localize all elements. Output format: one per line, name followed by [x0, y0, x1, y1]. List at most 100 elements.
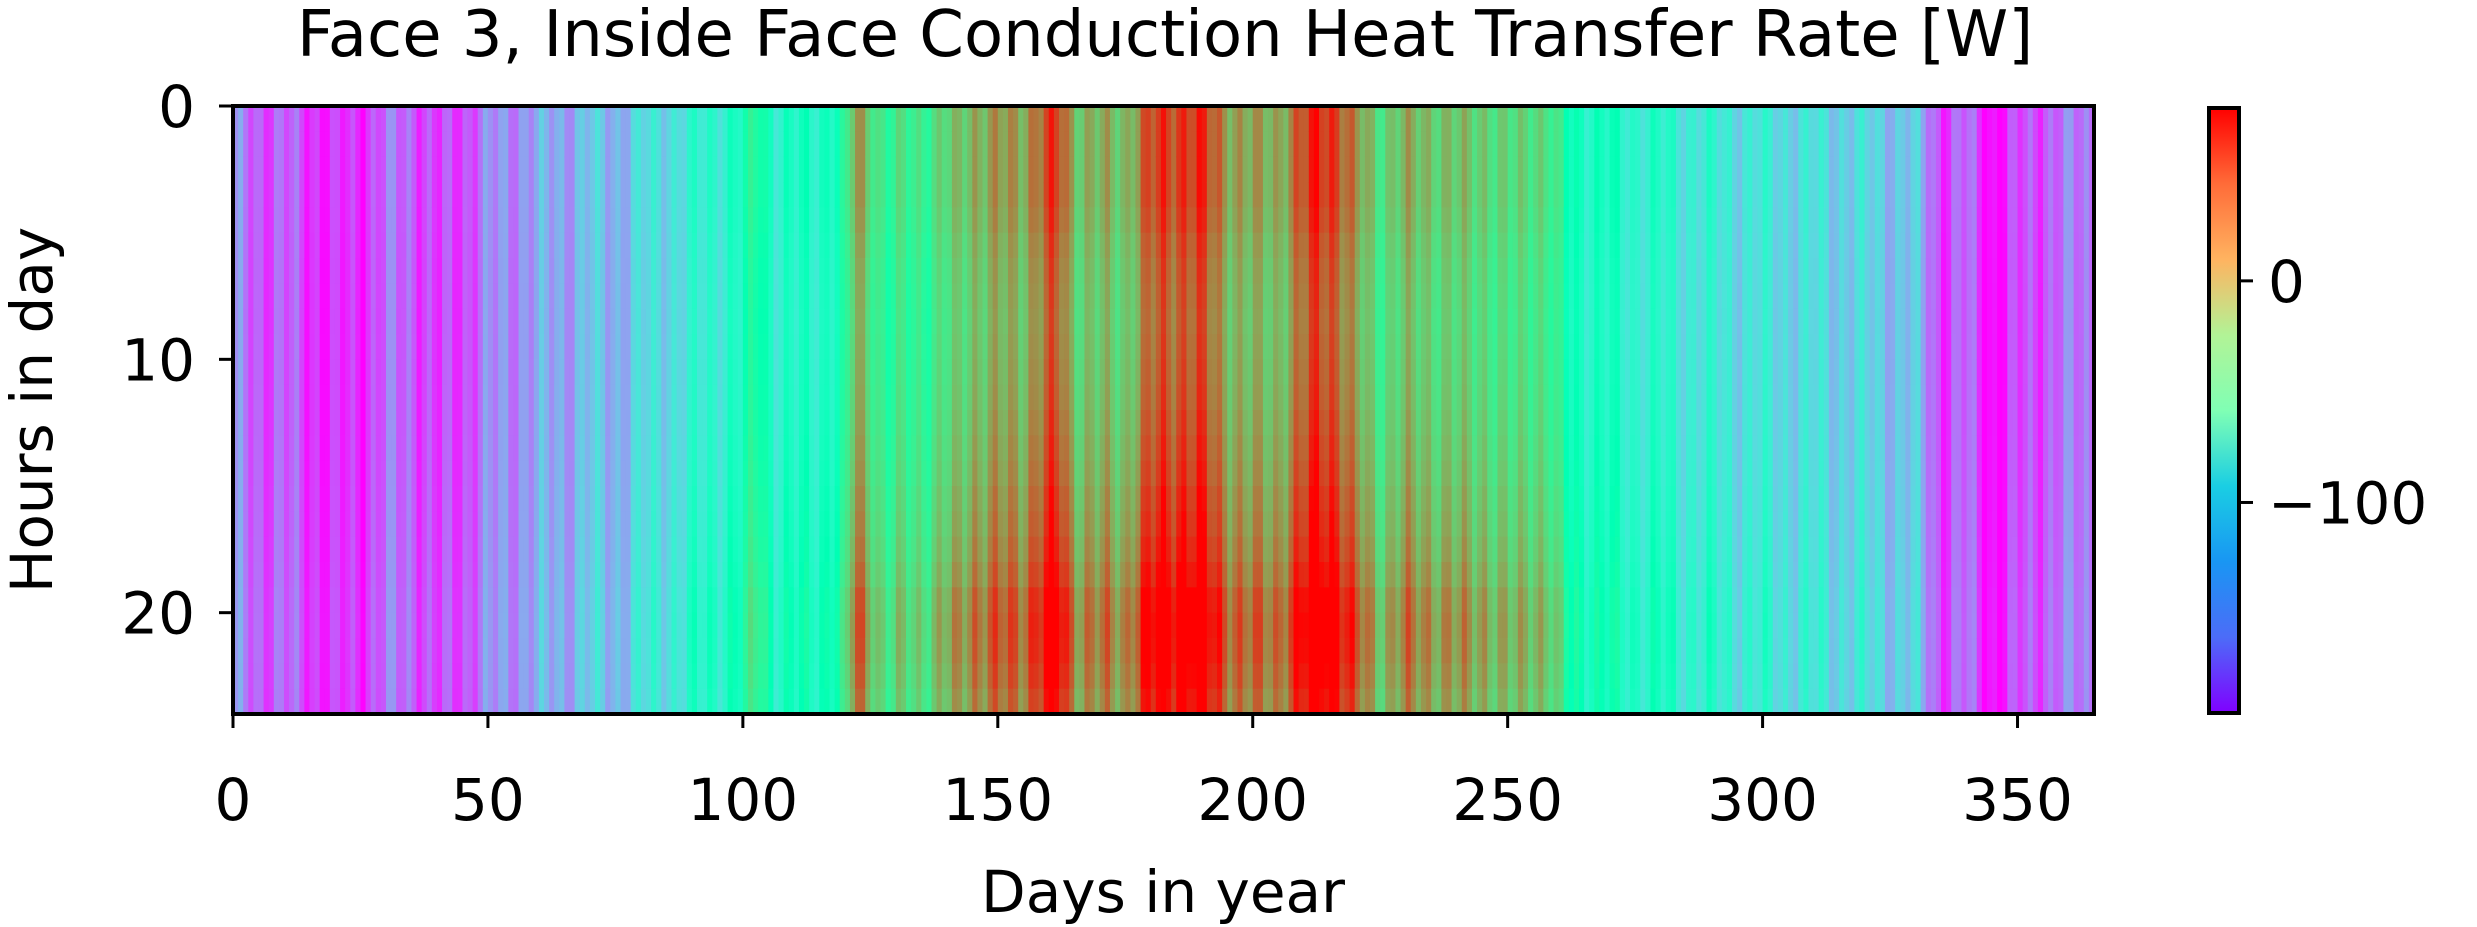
heatmap-cell — [299, 511, 305, 538]
heatmap-cell — [1028, 638, 1035, 664]
heatmap-cell — [416, 612, 423, 639]
heatmap-cell — [1130, 359, 1137, 386]
heatmap-cell — [1007, 511, 1014, 538]
heatmap-cell — [906, 511, 912, 538]
heatmap-cell — [941, 258, 948, 284]
heatmap-cell — [747, 334, 754, 360]
heatmap-cell — [809, 435, 815, 462]
heatmap-cell — [620, 384, 627, 411]
heatmap-cell — [640, 182, 647, 208]
heatmap-cell — [778, 283, 785, 310]
heatmap-cell — [1288, 359, 1295, 386]
heatmap-cell — [1058, 232, 1065, 259]
heatmap-cell — [793, 334, 800, 360]
heatmap-cell — [1094, 435, 1101, 462]
heatmap-cell — [595, 638, 601, 664]
heatmap-cell — [1104, 156, 1111, 183]
heatmap-cell — [1283, 207, 1290, 234]
heatmap-cell — [1217, 359, 1223, 386]
heatmap-cell — [1273, 106, 1279, 132]
heatmap-cell — [1252, 207, 1259, 234]
heatmap-cell — [1227, 562, 1233, 588]
heatmap-cell — [951, 258, 958, 284]
heatmap-cell — [314, 663, 321, 690]
heatmap-cell — [651, 207, 657, 234]
heatmap-cell — [819, 359, 826, 386]
heatmap-cell — [564, 156, 571, 183]
heatmap-cell — [278, 587, 285, 614]
heatmap-cell — [467, 384, 474, 411]
heatmap-cell — [921, 587, 928, 614]
heatmap-cell — [1257, 156, 1264, 183]
heatmap-cell — [294, 283, 300, 310]
heatmap-cell — [676, 511, 683, 538]
heatmap-cell — [1074, 283, 1080, 310]
heatmap-cell — [921, 663, 928, 690]
heatmap-cell — [283, 106, 290, 132]
heatmap-cell — [1186, 258, 1193, 284]
heatmap-cell — [1109, 283, 1116, 310]
heatmap-cell — [753, 384, 759, 411]
heatmap-cell — [1094, 688, 1101, 715]
heatmap-cell — [1242, 232, 1249, 259]
heatmap-cell — [1257, 638, 1264, 664]
heatmap-cell — [401, 308, 407, 335]
heatmap-cell — [584, 308, 591, 335]
heatmap-cell — [401, 638, 407, 664]
heatmap-cell — [1232, 232, 1239, 259]
heatmap-cell — [258, 131, 265, 158]
heatmap-cell — [1201, 638, 1208, 664]
heatmap-cell — [855, 334, 861, 360]
heatmap-cell — [686, 688, 693, 715]
heatmap-cell — [702, 663, 708, 690]
heatmap-cell — [977, 131, 984, 158]
heatmap-cell — [233, 435, 239, 462]
heatmap-cell — [263, 207, 270, 234]
heatmap-cell — [528, 562, 535, 588]
heatmap-cell — [773, 663, 780, 690]
heatmap-cell — [1007, 688, 1014, 715]
heatmap-cell — [1268, 283, 1274, 310]
heatmap-cell — [462, 308, 469, 335]
heatmap-cell — [773, 131, 780, 158]
heatmap-cell — [839, 511, 846, 538]
heatmap-cell — [783, 207, 790, 234]
heatmap-cell — [1043, 460, 1050, 487]
heatmap-cell — [1125, 384, 1131, 411]
heatmap-cell — [574, 688, 581, 715]
heatmap-cell — [727, 106, 734, 132]
heatmap-cell — [569, 308, 576, 335]
heatmap-cell — [1232, 131, 1239, 158]
heatmap-cell — [370, 106, 377, 132]
heatmap-cell — [921, 511, 928, 538]
heatmap-cell — [798, 410, 805, 436]
heatmap-cell — [600, 612, 606, 639]
heatmap-cell — [676, 460, 683, 487]
heatmap-cell — [1191, 663, 1198, 690]
heatmap-cell — [742, 536, 749, 563]
heatmap-cell — [972, 182, 978, 208]
heatmap-cell — [732, 384, 739, 411]
heatmap-cell — [1038, 384, 1045, 411]
heatmap-cell — [686, 410, 693, 436]
heatmap-cell — [523, 612, 530, 639]
heatmap-cell — [1043, 258, 1050, 284]
heatmap-cell — [849, 308, 856, 335]
heatmap-cell — [911, 460, 917, 487]
heatmap-cell — [640, 232, 647, 259]
heatmap-cell — [1262, 688, 1269, 715]
heatmap-cell — [793, 182, 800, 208]
heatmap-cell — [273, 460, 280, 487]
heatmap-cell — [360, 663, 367, 690]
heatmap-cell — [248, 232, 254, 259]
heatmap-cell — [645, 182, 652, 208]
heatmap-cell — [334, 334, 341, 360]
heatmap-cell — [253, 258, 260, 284]
heatmap-cell — [1048, 106, 1055, 132]
heatmap-cell — [370, 562, 377, 588]
heatmap-cell — [941, 384, 948, 411]
heatmap-cell — [1145, 460, 1152, 487]
heatmap-cell — [1135, 435, 1142, 462]
heatmap-cell — [487, 283, 494, 310]
heatmap-cell — [462, 536, 469, 563]
